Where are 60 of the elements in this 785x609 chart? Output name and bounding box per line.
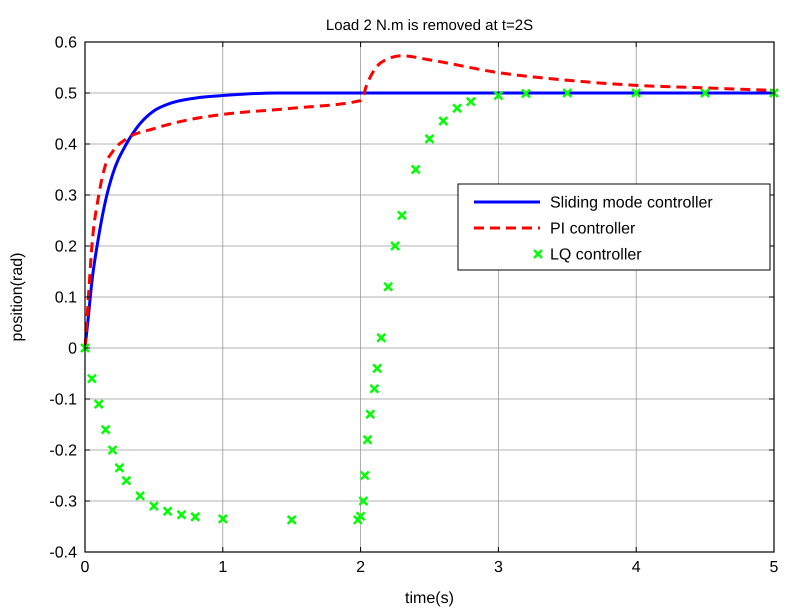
point (630, 88, 642, 98)
point (364, 409, 376, 420)
x-tick-label: 3 (494, 559, 503, 576)
x-tick-label: 2 (356, 559, 366, 576)
point (369, 384, 380, 394)
y-tick-label: 0.5 (54, 86, 78, 103)
y-tick-label: -0.3 (49, 494, 78, 511)
point (376, 332, 387, 344)
point (148, 500, 160, 512)
y-tick-label: 0.6 (54, 34, 78, 52)
point (134, 490, 146, 502)
point (121, 475, 132, 486)
y-tick-label: -0.1 (49, 392, 78, 409)
point (352, 514, 364, 526)
x-tick-label: 1 (218, 559, 228, 576)
point (390, 240, 400, 252)
point (410, 164, 421, 175)
y-tick-label: -0.4 (49, 544, 78, 562)
point (382, 282, 394, 292)
y-axis-title: position(rad) (9, 252, 26, 342)
y-tick-label: -0.2 (49, 442, 78, 460)
point (80, 342, 90, 354)
legend-label: Sliding mode controller (550, 194, 714, 212)
point (86, 373, 98, 384)
point (372, 363, 382, 374)
point (520, 88, 532, 99)
y-tick-label: 0.4 (54, 136, 78, 154)
y-tick-label: 0.3 (54, 188, 78, 205)
point (562, 88, 573, 98)
legend-label: LQ controller (550, 246, 642, 264)
x-tick-label: 4 (632, 559, 641, 576)
point (176, 510, 187, 520)
point (424, 134, 435, 144)
y-tick-label: 0 (68, 340, 78, 358)
y-tick-label: 0.2 (54, 238, 78, 256)
point (286, 514, 297, 526)
point (162, 506, 173, 516)
point (466, 96, 476, 107)
x-axis-title: time(s) (405, 590, 454, 607)
y-tick-label: 0.1 (54, 290, 78, 307)
point (396, 210, 408, 221)
point (493, 90, 504, 101)
point (438, 116, 449, 126)
point (768, 88, 780, 98)
point (218, 514, 228, 524)
point (358, 496, 369, 506)
point (94, 398, 104, 410)
point (362, 434, 373, 446)
point (190, 512, 200, 522)
x-tick-label: 0 (80, 559, 90, 576)
point (355, 511, 366, 522)
point (359, 470, 370, 481)
chart-title: Load 2 N.m is removed at t=2S (326, 17, 534, 34)
x-tick-label: 5 (770, 559, 779, 576)
legend-label: PI controller (550, 220, 636, 238)
point (114, 462, 125, 474)
point (100, 424, 111, 435)
point (700, 88, 710, 98)
point (107, 444, 118, 456)
point (452, 103, 462, 114)
